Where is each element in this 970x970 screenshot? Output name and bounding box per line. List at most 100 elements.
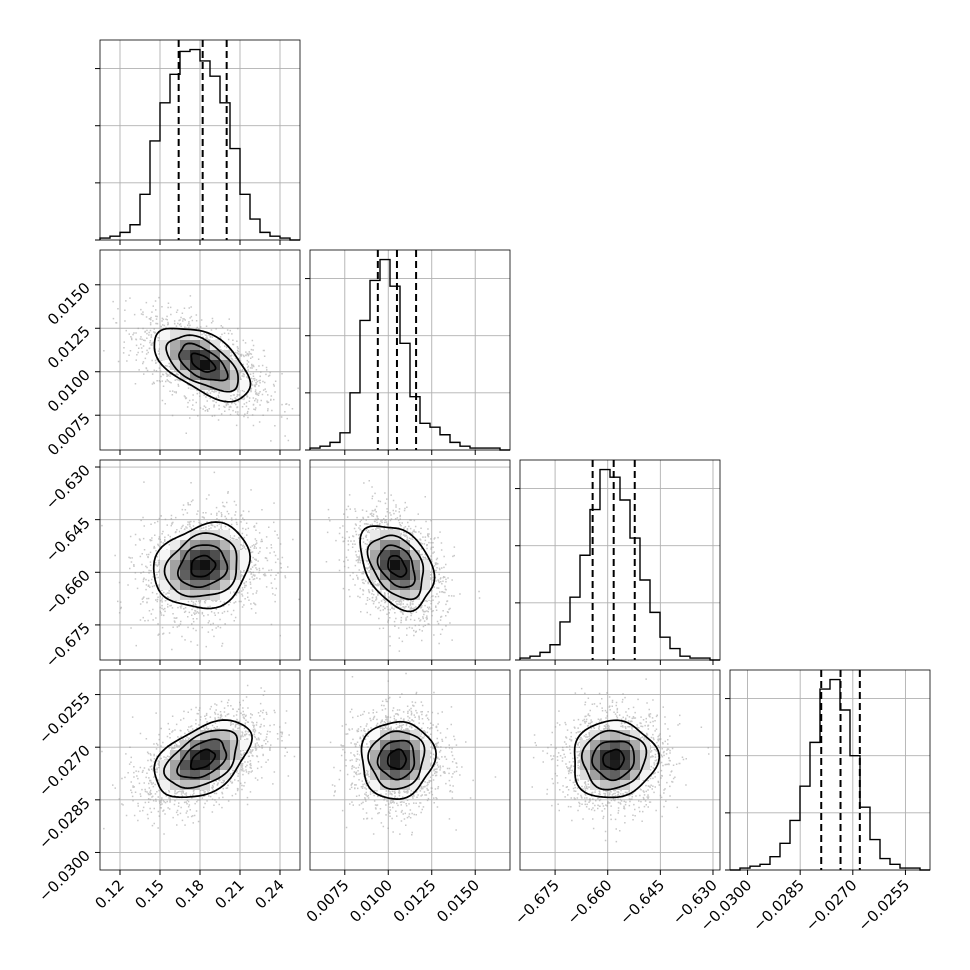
x-tick-label: 0.24 (251, 876, 287, 912)
density-cell (420, 750, 430, 760)
panel-2-1 (309, 459, 511, 665)
density-cell (240, 380, 250, 390)
density-cell (200, 530, 210, 540)
density-cell (390, 770, 400, 780)
contour-level-3 (152, 521, 251, 610)
density-cell (230, 740, 240, 750)
density-cell (220, 370, 230, 380)
density-cell (610, 730, 620, 740)
density-cell (200, 370, 210, 380)
contour-level-0 (190, 352, 217, 373)
density-cell (180, 350, 190, 360)
density-cell (410, 730, 420, 740)
y-tick-label: 0.0100 (44, 366, 94, 416)
density-cell (170, 340, 180, 350)
density-cell (230, 560, 240, 570)
density-cell (380, 780, 390, 790)
density-cell (210, 550, 220, 560)
density-cell (210, 740, 220, 750)
density-cell (360, 750, 370, 760)
density-cell (600, 770, 610, 780)
density-cell (380, 540, 390, 550)
y-tick-label: 0.0125 (44, 322, 94, 372)
density-cell (220, 540, 230, 550)
density-cell (190, 560, 200, 570)
density-cell (370, 540, 380, 550)
density-cell (190, 380, 200, 390)
y-tick-label: 0.0075 (44, 409, 94, 459)
density-cell (630, 770, 640, 780)
density-cell (160, 340, 170, 350)
density-cell (610, 740, 620, 750)
density-cell (160, 780, 170, 790)
density-cell (230, 380, 240, 390)
density-cell (200, 350, 210, 360)
density-cell (220, 590, 230, 600)
x-tick-label: 0.0075 (303, 876, 353, 926)
density-cell (390, 750, 400, 760)
density-cell (230, 760, 240, 770)
density-cell (230, 360, 240, 370)
x-tick-label: 0.0100 (346, 876, 396, 926)
density-cell (170, 560, 180, 570)
density-cell (370, 740, 380, 750)
contour-level-1 (376, 739, 416, 781)
panel-0-0 (95, 39, 301, 245)
y-tick-label: −0.0270 (35, 741, 94, 800)
density-cell (410, 780, 420, 790)
panel-frame (519, 669, 721, 871)
panel-content (310, 460, 510, 660)
density-cell (410, 740, 420, 750)
density-cell (370, 760, 380, 770)
density-cell (190, 760, 200, 770)
density-cell (370, 570, 380, 580)
density-cell (630, 760, 640, 770)
density-cell (630, 780, 640, 790)
density-cell (210, 540, 220, 550)
y-tick-label: −0.660 (42, 566, 94, 618)
density-cell (420, 770, 430, 780)
contour-level-3 (360, 720, 437, 800)
density-cell (180, 580, 190, 590)
y-tick-label: −0.0285 (35, 794, 94, 853)
density-cell (200, 580, 210, 590)
density-cell (190, 590, 200, 600)
panel-content (520, 670, 720, 870)
contour-level-0 (387, 554, 408, 578)
density-cell (610, 770, 620, 780)
density-cell (410, 770, 420, 780)
density-cell (200, 560, 210, 570)
density-cell (200, 740, 210, 750)
density-cell (190, 540, 200, 550)
density-cell (210, 570, 220, 580)
x-tick-label: 0.18 (171, 876, 207, 912)
density-cell (380, 550, 390, 560)
density-cell (170, 570, 180, 580)
contour-level-2 (367, 730, 426, 791)
density-cell (390, 540, 400, 550)
density-cell (170, 770, 180, 780)
contour-level-2 (165, 334, 239, 393)
panel-frame (519, 459, 721, 661)
density-cell (220, 550, 230, 560)
density-cell (400, 540, 410, 550)
density-cell (220, 740, 230, 750)
density-cell (380, 560, 390, 570)
density-cell (160, 350, 170, 360)
density-cell (590, 750, 600, 760)
panel-3-2: −0.675 −0.660 −0.645 −0.630 (511, 669, 721, 928)
x-tick-label: 0.0125 (390, 876, 440, 926)
x-tick-label: −0.0255 (855, 876, 914, 935)
contour-level-3 (153, 719, 253, 799)
density-cell (180, 570, 190, 580)
density-cell (230, 550, 240, 560)
density-cell (590, 760, 600, 770)
density-cell (190, 730, 200, 740)
density-cell (200, 750, 210, 760)
density-cell (220, 360, 230, 370)
panel-content (100, 460, 300, 660)
density-cell (220, 530, 230, 540)
density-cell (200, 730, 210, 740)
density-cell (380, 750, 390, 760)
